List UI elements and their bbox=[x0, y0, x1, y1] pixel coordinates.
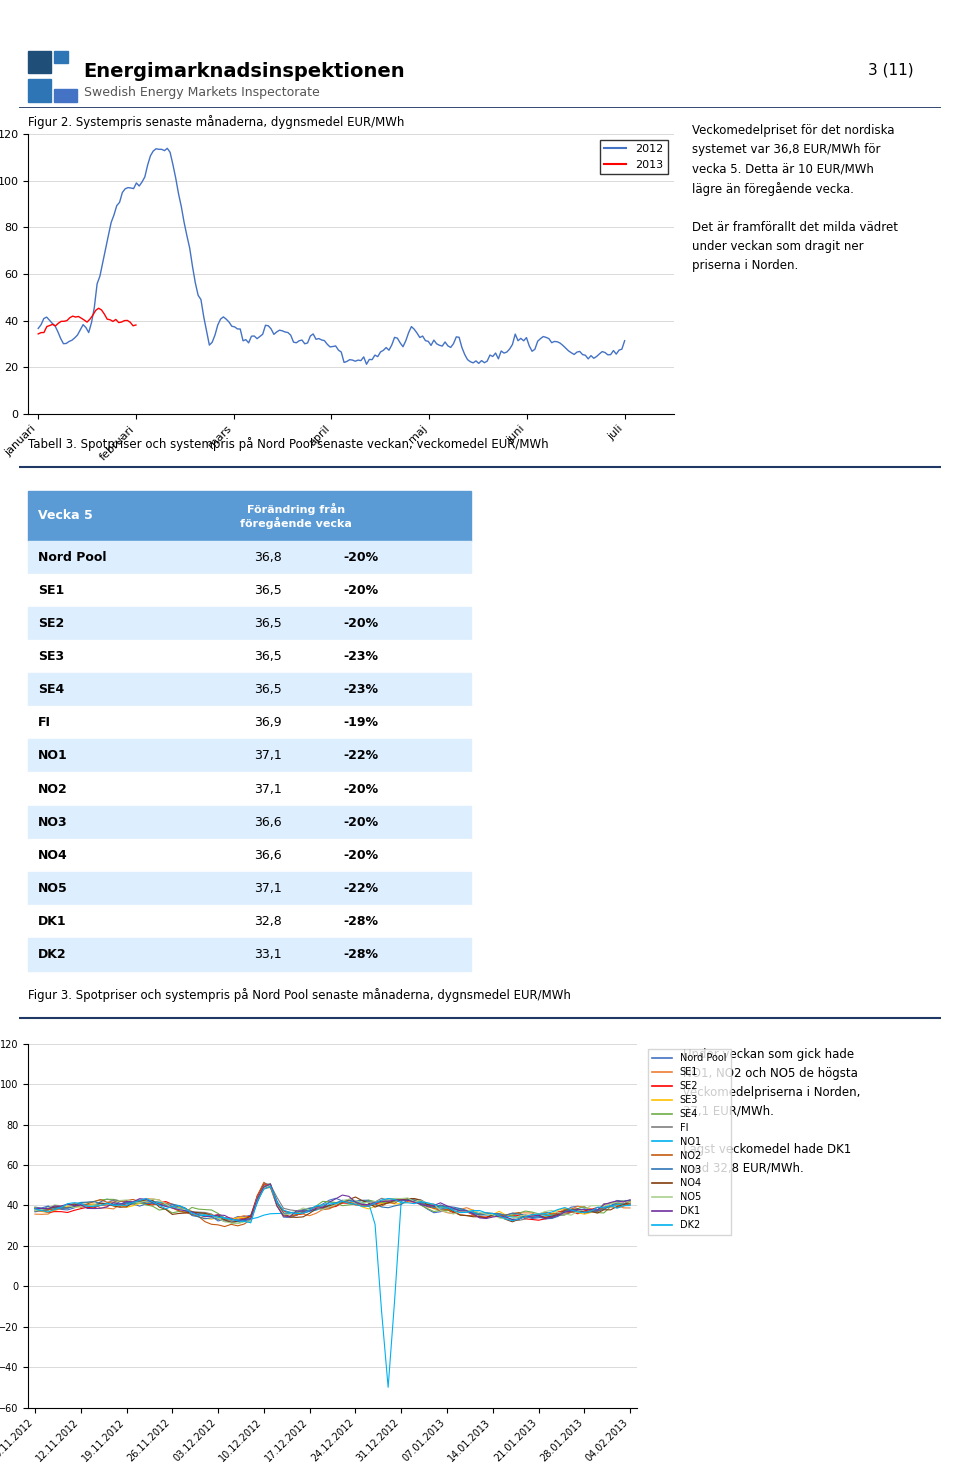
Bar bbox=[29, 491, 470, 541]
Text: NO3: NO3 bbox=[37, 816, 67, 829]
Text: 37,1: 37,1 bbox=[254, 782, 282, 795]
Text: 36,5: 36,5 bbox=[254, 617, 282, 631]
Text: -20%: -20% bbox=[344, 816, 378, 829]
Bar bbox=[29, 50, 52, 74]
Bar bbox=[29, 79, 52, 101]
Bar bbox=[29, 938, 470, 972]
Text: Veckomedelpriset för det nordiska
systemet var 36,8 EUR/MWh för
vecka 5. Detta ä: Veckomedelpriset för det nordiska system… bbox=[692, 125, 898, 272]
Bar bbox=[29, 806, 470, 839]
Bar bbox=[29, 607, 470, 639]
Bar bbox=[29, 839, 470, 872]
Text: Förändring från
föregående vecka: Förändring från föregående vecka bbox=[240, 503, 351, 529]
Text: NO2: NO2 bbox=[37, 782, 67, 795]
Text: -20%: -20% bbox=[344, 551, 378, 564]
Bar bbox=[29, 872, 470, 906]
Text: 36,8: 36,8 bbox=[254, 551, 282, 564]
Text: -20%: -20% bbox=[344, 848, 378, 861]
Text: SE3: SE3 bbox=[37, 650, 63, 663]
Text: Energimarknadsinspektionen: Energimarknadsinspektionen bbox=[84, 62, 405, 81]
Bar bbox=[29, 739, 470, 772]
Text: -22%: -22% bbox=[344, 882, 378, 895]
Text: 33,1: 33,1 bbox=[254, 948, 282, 961]
Bar bbox=[54, 50, 68, 63]
Text: -22%: -22% bbox=[344, 750, 378, 763]
Text: -28%: -28% bbox=[344, 948, 378, 961]
Text: SE4: SE4 bbox=[37, 684, 64, 697]
Text: 36,6: 36,6 bbox=[254, 816, 282, 829]
Text: Figur 2. Systempris senaste månaderna, dygnsmedel EUR/MWh: Figur 2. Systempris senaste månaderna, d… bbox=[29, 115, 405, 129]
Bar bbox=[29, 906, 470, 938]
Text: 36,5: 36,5 bbox=[254, 584, 282, 597]
Text: Tabell 3. Spotpriser och systempris på Nord Pool senaste veckan, veckomedel EUR/: Tabell 3. Spotpriser och systempris på N… bbox=[29, 437, 549, 451]
Text: -23%: -23% bbox=[344, 650, 378, 663]
Bar bbox=[29, 639, 470, 673]
Text: Under veckan som gick hade
NO1, NO2 och NO5 de högsta
veckomedelpriserna i Norde: Under veckan som gick hade NO1, NO2 och … bbox=[683, 1048, 860, 1175]
Text: -28%: -28% bbox=[344, 914, 378, 928]
Text: SE2: SE2 bbox=[37, 617, 64, 631]
Text: 36,5: 36,5 bbox=[254, 684, 282, 697]
Text: Nord Pool: Nord Pool bbox=[37, 551, 107, 564]
Text: FI: FI bbox=[37, 716, 51, 729]
Text: SE1: SE1 bbox=[37, 584, 64, 597]
Text: Swedish Energy Markets Inspectorate: Swedish Energy Markets Inspectorate bbox=[84, 85, 320, 98]
Text: -19%: -19% bbox=[344, 716, 378, 729]
Bar bbox=[29, 541, 470, 573]
Text: -20%: -20% bbox=[344, 584, 378, 597]
Text: -20%: -20% bbox=[344, 617, 378, 631]
Text: 36,6: 36,6 bbox=[254, 848, 282, 861]
Bar bbox=[29, 706, 470, 739]
Bar bbox=[29, 573, 470, 607]
Bar bbox=[29, 673, 470, 706]
Bar bbox=[29, 772, 470, 806]
Bar bbox=[54, 90, 77, 101]
Text: Figur 3. Spotpriser och systempris på Nord Pool senaste månaderna, dygnsmedel EU: Figur 3. Spotpriser och systempris på No… bbox=[29, 988, 571, 1003]
Text: 37,1: 37,1 bbox=[254, 750, 282, 763]
Text: DK1: DK1 bbox=[37, 914, 66, 928]
Text: 36,5: 36,5 bbox=[254, 650, 282, 663]
Text: Vecka 5: Vecka 5 bbox=[37, 510, 92, 522]
Text: 3 (11): 3 (11) bbox=[868, 62, 913, 76]
Text: -20%: -20% bbox=[344, 782, 378, 795]
Text: 32,8: 32,8 bbox=[254, 914, 282, 928]
Text: 37,1: 37,1 bbox=[254, 882, 282, 895]
Text: 36,9: 36,9 bbox=[254, 716, 282, 729]
Text: -23%: -23% bbox=[344, 684, 378, 697]
Text: NO4: NO4 bbox=[37, 848, 67, 861]
Text: NO5: NO5 bbox=[37, 882, 67, 895]
Text: DK2: DK2 bbox=[37, 948, 66, 961]
Text: NO1: NO1 bbox=[37, 750, 67, 763]
